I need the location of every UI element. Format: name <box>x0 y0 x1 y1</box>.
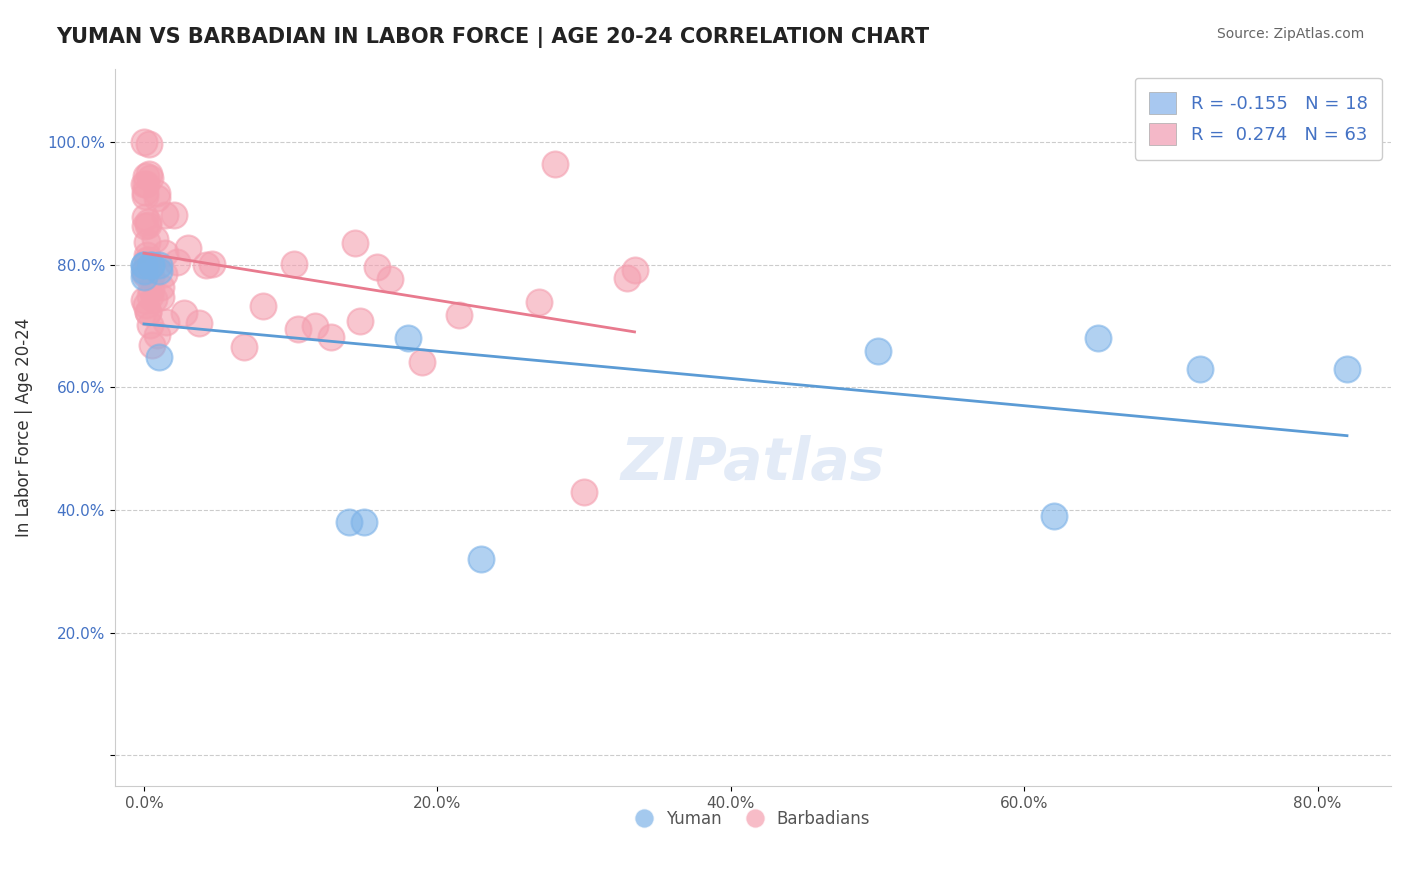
Point <box>187 316 209 330</box>
Point <box>1336 362 1358 376</box>
Point <box>134 293 156 307</box>
Point <box>153 246 176 260</box>
Point <box>337 515 360 529</box>
Point <box>132 264 155 278</box>
Point <box>616 271 638 285</box>
Point <box>366 260 388 274</box>
Point <box>166 255 188 269</box>
Point <box>146 327 169 342</box>
Point <box>141 338 163 352</box>
Point <box>138 167 160 181</box>
Point <box>396 331 419 345</box>
Point <box>201 257 224 271</box>
Point <box>139 282 162 296</box>
Point <box>319 330 342 344</box>
Point <box>134 185 156 199</box>
Point <box>135 298 157 312</box>
Point <box>146 186 169 201</box>
Point <box>148 350 170 364</box>
Point <box>135 177 157 191</box>
Point <box>1042 509 1064 524</box>
Point <box>132 258 155 272</box>
Point <box>866 343 889 358</box>
Point <box>1189 362 1212 376</box>
Point <box>283 257 305 271</box>
Point <box>148 264 170 278</box>
Point <box>132 258 155 272</box>
Point <box>344 235 367 250</box>
Point <box>176 241 198 255</box>
Point <box>134 268 156 282</box>
Point <box>135 247 157 261</box>
Point <box>134 262 156 277</box>
Point <box>304 319 326 334</box>
Point <box>449 308 471 322</box>
Point <box>138 137 160 152</box>
Text: ZIPatlas: ZIPatlas <box>620 434 884 491</box>
Point <box>150 290 173 304</box>
Point <box>143 293 166 307</box>
Point <box>529 294 551 309</box>
Point <box>139 171 162 186</box>
Point <box>134 169 156 183</box>
Point <box>195 259 218 273</box>
Point <box>134 210 156 224</box>
Point <box>470 552 492 566</box>
Point <box>136 219 159 233</box>
Point <box>287 321 309 335</box>
Point <box>353 515 375 529</box>
Point <box>139 289 162 303</box>
Point <box>134 219 156 234</box>
Point <box>544 156 567 170</box>
Text: YUMAN VS BARBADIAN IN LABOR FORCE | AGE 20-24 CORRELATION CHART: YUMAN VS BARBADIAN IN LABOR FORCE | AGE … <box>56 27 929 48</box>
Point <box>138 215 160 229</box>
Point <box>136 235 159 249</box>
Text: Source: ZipAtlas.com: Source: ZipAtlas.com <box>1216 27 1364 41</box>
Point <box>623 262 645 277</box>
Point <box>146 191 169 205</box>
Point <box>132 135 155 149</box>
Point <box>143 232 166 246</box>
Point <box>132 177 155 191</box>
Point <box>138 253 160 268</box>
Y-axis label: In Labor Force | Age 20-24: In Labor Force | Age 20-24 <box>15 318 32 537</box>
Legend: Yuman, Barbadians: Yuman, Barbadians <box>628 804 876 835</box>
Point <box>378 272 401 286</box>
Point <box>173 306 195 320</box>
Point <box>139 318 162 332</box>
Point <box>252 299 274 313</box>
Point <box>153 208 176 222</box>
Point <box>132 269 155 284</box>
Point <box>163 208 186 222</box>
Point <box>141 258 163 272</box>
Point <box>1087 331 1109 345</box>
Point <box>134 189 156 203</box>
Point <box>349 314 371 328</box>
Point <box>149 280 172 294</box>
Point <box>136 305 159 319</box>
Point <box>153 267 176 281</box>
Point <box>136 253 159 268</box>
Point <box>411 355 433 369</box>
Point <box>139 269 162 284</box>
Point <box>141 258 163 272</box>
Point <box>572 484 595 499</box>
Point <box>138 305 160 319</box>
Point <box>233 340 256 354</box>
Point <box>155 315 177 329</box>
Point <box>148 258 170 272</box>
